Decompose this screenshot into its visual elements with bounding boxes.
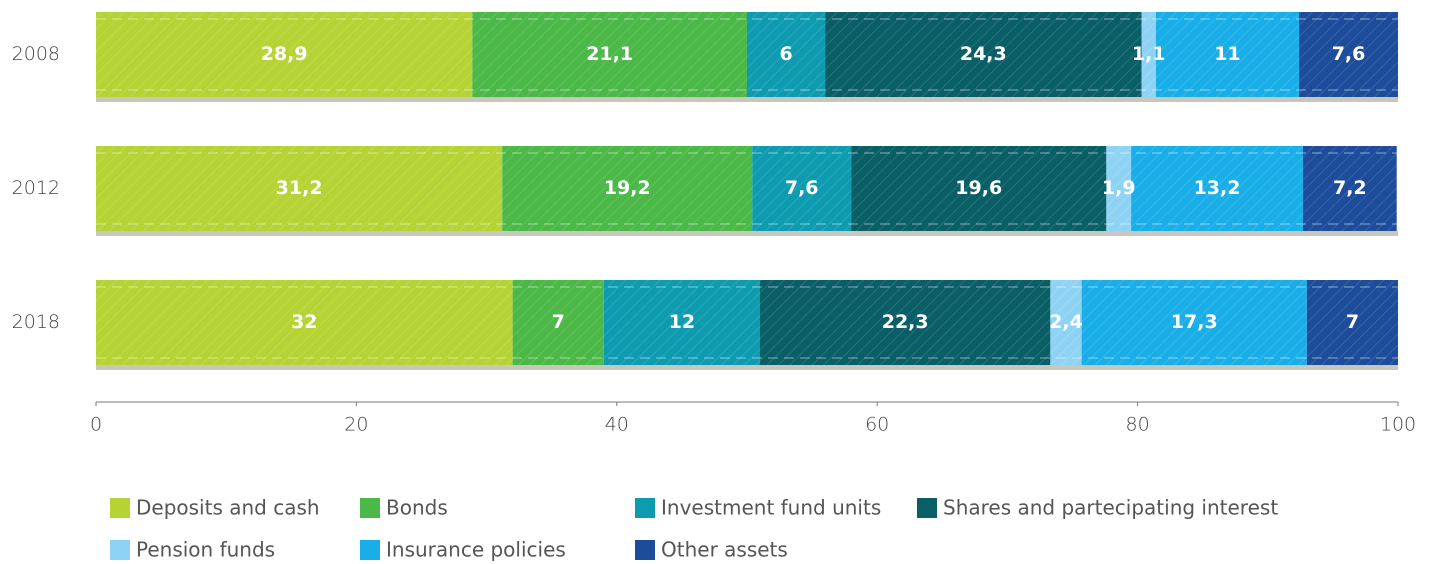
value-label: 12: [669, 311, 695, 333]
legend-label: Insurance policies: [386, 538, 566, 562]
legend-swatch: [360, 498, 380, 518]
value-label: 1,9: [1102, 177, 1136, 199]
value-label: 21,1: [586, 43, 633, 65]
value-label: 1,1: [1132, 43, 1166, 65]
value-label: 32: [291, 311, 317, 333]
legend-swatch: [635, 540, 655, 560]
x-tick-label: 60: [865, 414, 889, 436]
value-label: 7,6: [785, 177, 819, 199]
legend-label: Deposits and cash: [136, 496, 320, 520]
value-label: 11: [1214, 43, 1240, 65]
x-tick-label: 20: [344, 414, 368, 436]
value-label: 17,3: [1171, 311, 1218, 333]
hatch: [96, 146, 1398, 231]
y-tick-label: 2018: [12, 311, 60, 333]
legend-swatch: [917, 498, 937, 518]
value-label: 22,3: [882, 311, 929, 333]
legend-swatch: [110, 540, 130, 560]
value-label: 7: [552, 311, 565, 333]
value-label: 19,2: [604, 177, 651, 199]
legend-swatch: [635, 498, 655, 518]
value-label: 7,2: [1333, 177, 1367, 199]
legend-label: Pension funds: [136, 538, 275, 562]
legend-label: Investment fund units: [661, 496, 881, 520]
legend-label: Bonds: [386, 496, 448, 520]
x-tick-label: 40: [605, 414, 629, 436]
bar-shadow: [96, 97, 1398, 102]
x-tick-label: 100: [1380, 414, 1416, 436]
value-label: 2,4: [1049, 311, 1083, 333]
legend-label: Shares and partecipating interest: [943, 496, 1278, 520]
value-label: 13,2: [1194, 177, 1241, 199]
bar-shadow: [96, 365, 1398, 370]
hatch: [96, 280, 1398, 365]
y-tick-label: 2008: [12, 43, 60, 65]
value-label: 6: [779, 43, 792, 65]
y-tick-label: 2012: [12, 177, 60, 199]
value-label: 24,3: [960, 43, 1007, 65]
x-tick-label: 0: [90, 414, 102, 436]
value-label: 7,6: [1332, 43, 1366, 65]
legend-swatch: [360, 540, 380, 560]
hatch: [96, 12, 1398, 97]
value-label: 31,2: [276, 177, 323, 199]
legend-swatch: [110, 498, 130, 518]
x-tick-label: 80: [1126, 414, 1150, 436]
value-label: 28,9: [261, 43, 308, 65]
value-label: 7: [1346, 311, 1359, 333]
legend-label: Other assets: [661, 538, 788, 562]
bar-shadow: [96, 231, 1398, 236]
value-label: 19,6: [955, 177, 1002, 199]
